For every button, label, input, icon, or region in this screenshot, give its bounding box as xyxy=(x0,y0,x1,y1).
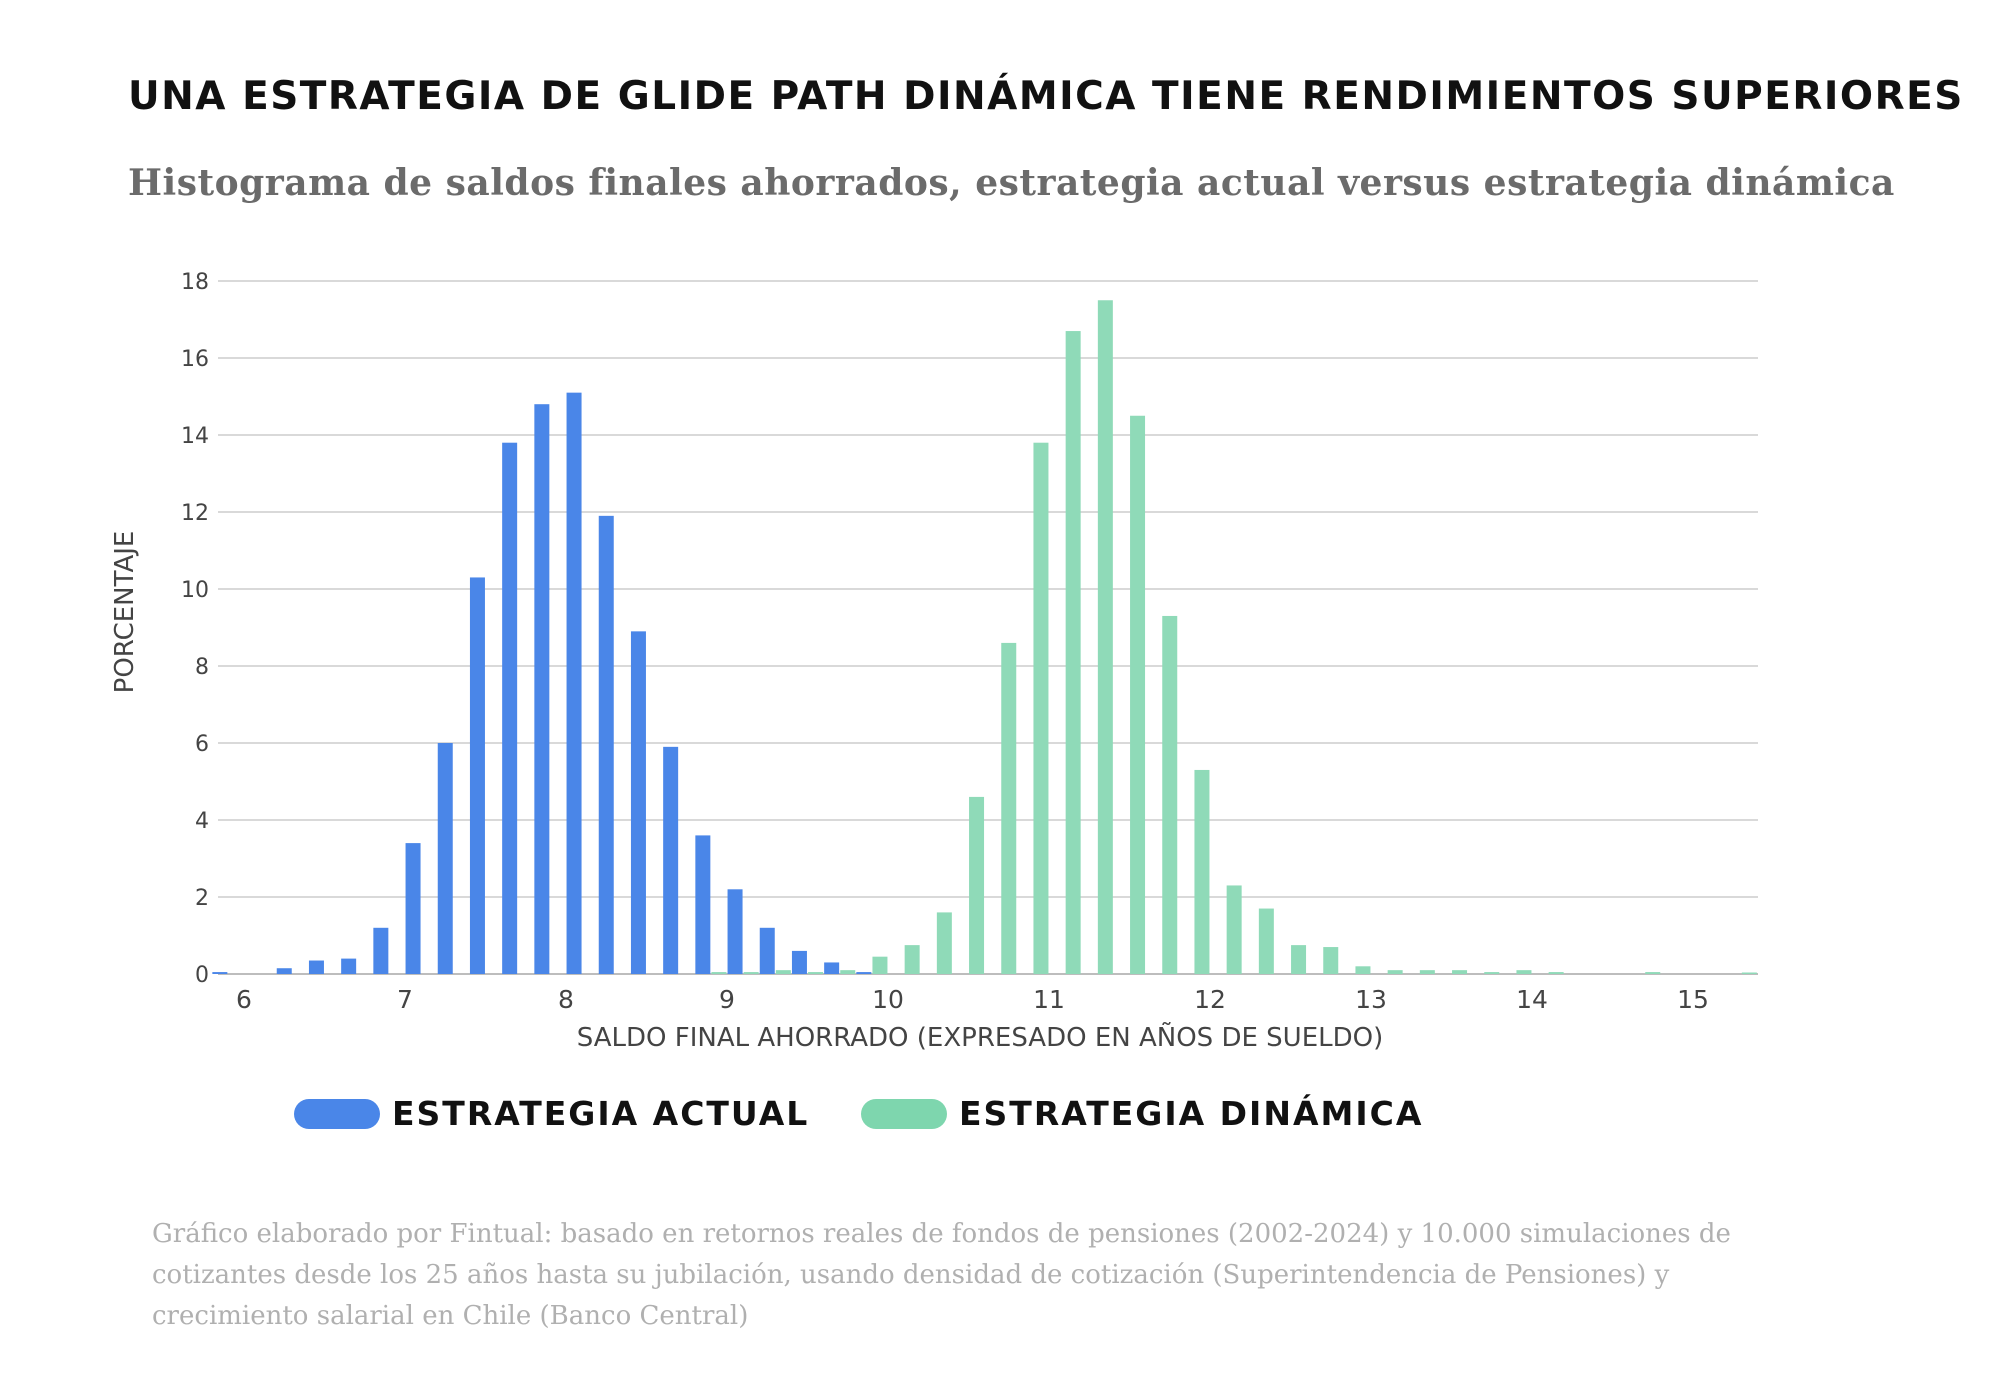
bar-dinamica xyxy=(1355,966,1371,974)
bar-dinamica xyxy=(1741,972,1757,974)
bar-dinamica xyxy=(969,796,985,974)
y-tick-label: 16 xyxy=(181,347,209,372)
x-tick-label: 10 xyxy=(872,985,904,1014)
x-axis-label: SALDO FINAL AHORRADO (EXPRESADO EN AÑOS … xyxy=(577,1021,1384,1053)
legend-swatch-actual xyxy=(294,1098,380,1129)
bar-dinamica xyxy=(1323,947,1339,974)
bars xyxy=(212,300,1757,974)
bar-actual xyxy=(373,927,389,974)
bar-dinamica xyxy=(1452,970,1468,974)
x-tick-label: 8 xyxy=(558,985,574,1014)
bar-dinamica xyxy=(1065,331,1081,974)
bar-actual xyxy=(405,843,421,974)
y-tick-label: 4 xyxy=(195,809,209,834)
y-tick-label: 12 xyxy=(181,501,209,526)
bar-dinamica xyxy=(1033,442,1049,974)
x-tick-label: 14 xyxy=(1516,985,1548,1014)
bar-actual xyxy=(341,958,357,974)
bar-actual xyxy=(630,631,646,974)
legend-item-actual: ESTRATEGIA ACTUAL xyxy=(294,1094,809,1133)
x-tick-label: 7 xyxy=(397,985,413,1014)
bar-dinamica xyxy=(1516,970,1532,974)
bar-dinamica xyxy=(1419,970,1435,974)
bar-actual xyxy=(727,889,743,974)
chart-subtitle: Histograma de saldos finales ahorrados, … xyxy=(128,162,1895,204)
bar-dinamica xyxy=(1484,972,1500,974)
y-tick-label: 6 xyxy=(195,732,209,757)
y-axis-ticks: 0 2 4 6 8 10 12 14 16 18 xyxy=(181,270,209,988)
bar-dinamica xyxy=(711,972,727,974)
bar-actual xyxy=(566,392,582,974)
bar-actual xyxy=(308,960,324,974)
y-tick-label: 14 xyxy=(181,424,209,449)
bar-actual xyxy=(502,442,518,974)
x-tick-label: 12 xyxy=(1194,985,1226,1014)
bar-actual xyxy=(534,404,550,974)
x-tick-label: 6 xyxy=(236,985,252,1014)
bar-dinamica xyxy=(1194,769,1210,974)
bar-actual xyxy=(437,743,453,974)
bar-dinamica xyxy=(743,972,759,974)
x-axis-ticks: 6 7 8 9 10 11 12 13 14 15 xyxy=(236,985,1709,1014)
bar-dinamica xyxy=(1162,615,1178,974)
y-tick-label: 8 xyxy=(195,655,209,680)
chart-title: UNA ESTRATEGIA DE GLIDE PATH DINÁMICA TI… xyxy=(128,74,1964,119)
bar-actual xyxy=(663,746,679,974)
bar-dinamica xyxy=(1291,945,1307,974)
bar-actual xyxy=(856,972,872,974)
bar-dinamica xyxy=(775,970,791,974)
bar-dinamica xyxy=(1001,642,1017,974)
legend-item-dinamica: ESTRATEGIA DINÁMICA xyxy=(861,1094,1423,1133)
bar-actual xyxy=(598,515,614,974)
bar-actual xyxy=(791,950,807,974)
bar-actual xyxy=(759,927,775,974)
y-tick-label: 18 xyxy=(181,270,209,295)
bar-dinamica xyxy=(1258,908,1274,974)
x-tick-label: 9 xyxy=(719,985,735,1014)
x-tick-label: 13 xyxy=(1355,985,1387,1014)
bar-actual xyxy=(469,577,485,974)
bar-dinamica xyxy=(1097,300,1113,974)
bar-dinamica xyxy=(936,912,952,974)
y-tick-label: 10 xyxy=(181,578,209,603)
bar-dinamica xyxy=(872,956,888,974)
y-tick-label: 2 xyxy=(195,886,209,911)
bar-dinamica xyxy=(1226,885,1242,974)
source-footnote: Gráfico elaborado por Fintual: basado en… xyxy=(152,1219,1731,1331)
legend-label-actual: ESTRATEGIA ACTUAL xyxy=(392,1094,810,1133)
legend-swatch-dinamica xyxy=(861,1098,947,1129)
y-axis-label: PORCENTAJE xyxy=(110,531,140,694)
bar-actual xyxy=(212,972,228,974)
y-tick-label: 0 xyxy=(195,963,209,988)
bar-actual xyxy=(695,835,711,974)
x-tick-label: 11 xyxy=(1033,985,1065,1014)
bar-actual xyxy=(276,968,292,974)
bar-dinamica xyxy=(1130,415,1146,974)
legend-label-dinamica: ESTRATEGIA DINÁMICA xyxy=(959,1094,1424,1133)
bar-dinamica xyxy=(1645,972,1661,974)
bar-dinamica xyxy=(808,972,824,974)
bar-actual xyxy=(824,962,840,974)
x-tick-label: 15 xyxy=(1677,985,1709,1014)
bar-dinamica xyxy=(1548,972,1564,974)
bar-dinamica xyxy=(1387,970,1403,974)
bar-dinamica xyxy=(840,970,856,974)
bar-dinamica xyxy=(904,945,920,974)
